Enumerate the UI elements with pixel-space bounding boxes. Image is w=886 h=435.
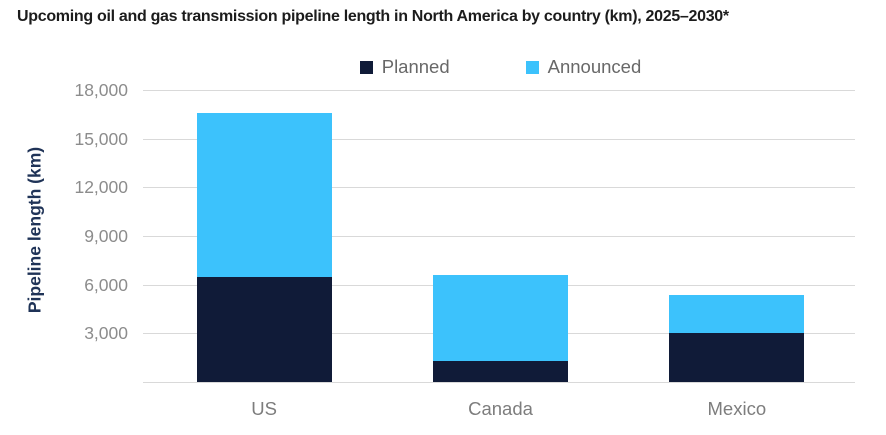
y-tick-label: 3,000 [84,323,128,344]
x-axis-label-mexico: Mexico [707,398,767,419]
gridline [143,236,855,237]
plot-area [143,90,855,383]
y-tick-label: 9,000 [84,226,128,246]
y-tick-label: 15,000 [74,128,128,149]
gridline [143,138,855,140]
bar-segment-mexico-planned [669,333,805,382]
x-axis-label-us: US [251,398,278,419]
legend: Planned Announced [146,54,855,80]
bar-segment-canada-planned [433,360,568,382]
legend-item-announced: Announced [525,56,642,78]
bar-segment-us-announced [196,112,332,277]
y-axis: 3,000 6,000 9,000 12,000 15,000 18,000 [0,80,128,382]
announced-swatch-icon [525,60,539,74]
planned-swatch-icon [359,60,373,74]
legend-item-planned: Planned [359,56,450,78]
bar-segment-mexico-announced [669,295,805,334]
gridline [143,90,855,91]
legend-label-announced: Announced [547,56,642,77]
legend-label-planned: Planned [381,56,450,77]
bar-segment-canada-announced [433,274,568,361]
x-axis: US Canada Mexico [146,396,855,422]
gridline [143,382,855,383]
y-tick-label: 12,000 [74,177,128,198]
chart-title: Upcoming oil and gas transmission pipeli… [17,8,729,25]
y-tick-label: 18,000 [74,80,128,100]
gridline [143,187,855,189]
x-axis-label-canada: Canada [468,398,533,419]
bar-segment-us-planned [196,276,332,382]
y-tick-label: 6,000 [84,274,128,295]
